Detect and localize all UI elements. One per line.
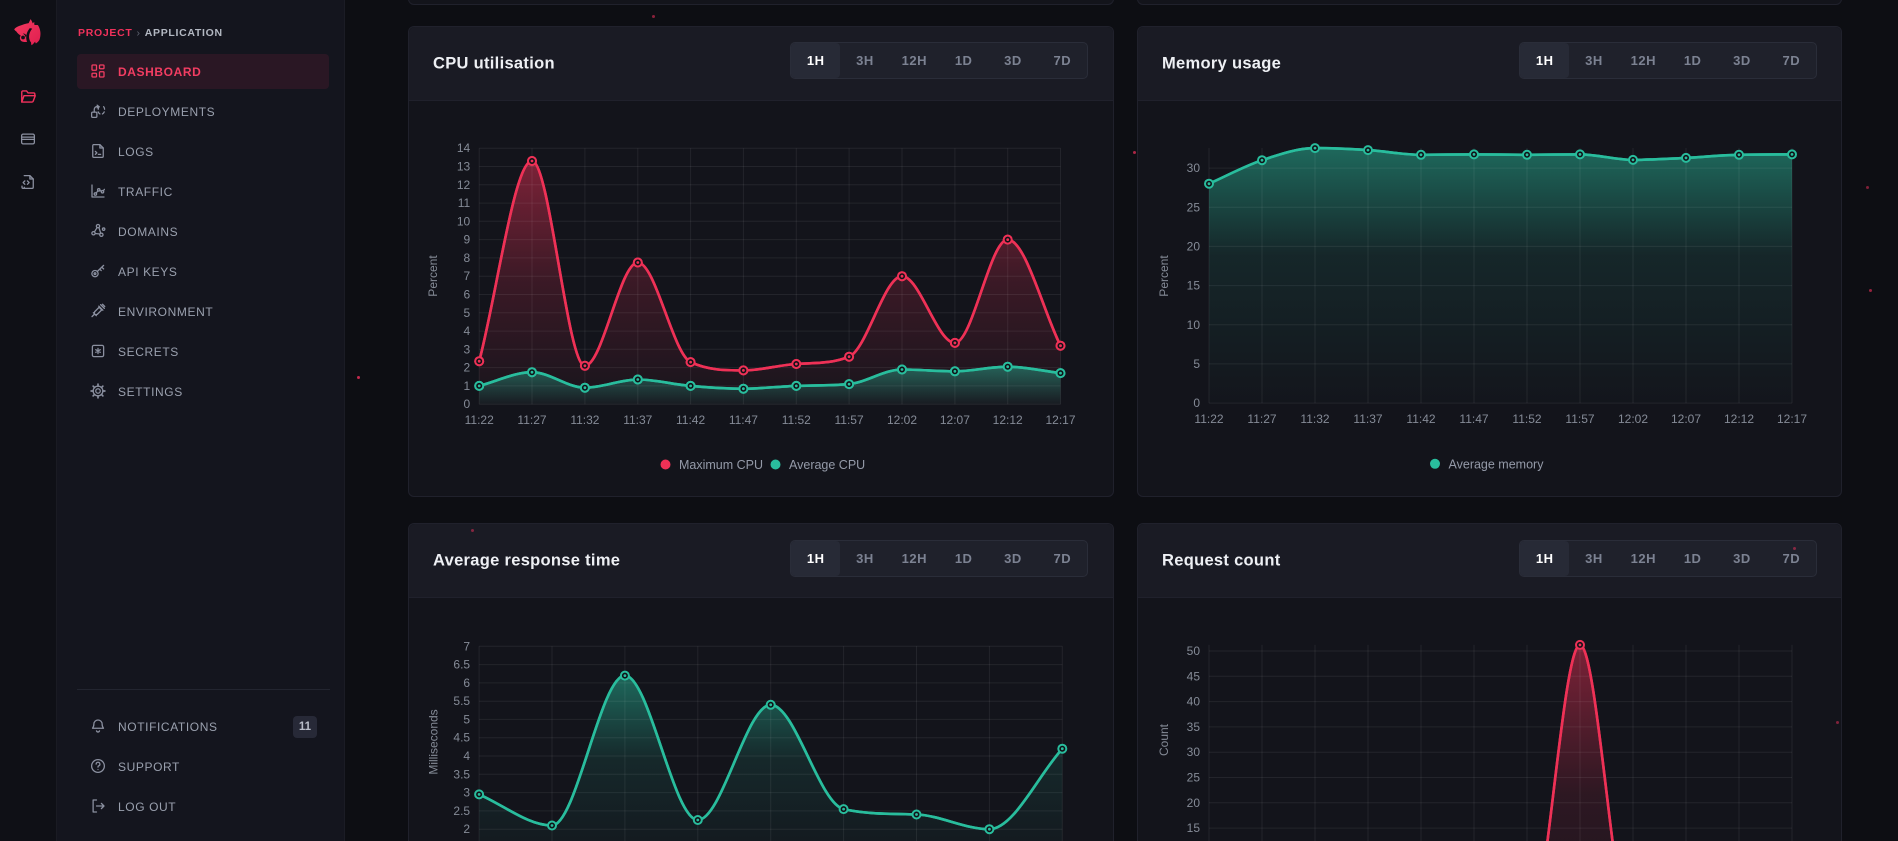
svg-text:7: 7 xyxy=(464,269,471,283)
svg-text:11: 11 xyxy=(458,196,471,210)
svg-text:11:27: 11:27 xyxy=(517,413,546,427)
svg-text:35: 35 xyxy=(1187,720,1201,734)
svg-text:0: 0 xyxy=(1193,396,1200,410)
svg-text:11:37: 11:37 xyxy=(623,413,652,427)
svg-text:11:57: 11:57 xyxy=(1565,412,1594,426)
svg-text:20: 20 xyxy=(1187,796,1201,810)
svg-text:5: 5 xyxy=(1193,357,1200,371)
svg-text:11:57: 11:57 xyxy=(835,413,864,427)
svg-text:Average memory: Average memory xyxy=(1449,457,1545,471)
svg-text:3.5: 3.5 xyxy=(453,767,470,781)
svg-text:11:47: 11:47 xyxy=(729,413,758,427)
svg-text:Milliseconds: Milliseconds xyxy=(427,709,441,774)
svg-text:5.5: 5.5 xyxy=(453,694,470,708)
svg-text:5: 5 xyxy=(464,306,471,320)
svg-text:11:47: 11:47 xyxy=(1459,412,1488,426)
svg-text:10: 10 xyxy=(457,214,471,228)
svg-text:Maximum CPU: Maximum CPU xyxy=(679,458,763,472)
svg-text:11:42: 11:42 xyxy=(676,413,705,427)
svg-text:12:17: 12:17 xyxy=(1777,412,1807,426)
svg-text:12:07: 12:07 xyxy=(1671,412,1701,426)
svg-text:4: 4 xyxy=(463,749,470,763)
svg-text:30: 30 xyxy=(1187,161,1201,175)
svg-text:30: 30 xyxy=(1187,745,1201,759)
svg-text:45: 45 xyxy=(1187,669,1201,683)
svg-text:0: 0 xyxy=(464,397,471,411)
svg-text:11:27: 11:27 xyxy=(1247,412,1276,426)
svg-text:40: 40 xyxy=(1187,695,1201,709)
svg-text:12:12: 12:12 xyxy=(993,413,1023,427)
svg-text:12:02: 12:02 xyxy=(1618,412,1648,426)
svg-text:11:52: 11:52 xyxy=(782,413,811,427)
svg-text:Percent: Percent xyxy=(426,255,440,297)
svg-text:15: 15 xyxy=(1187,279,1201,293)
svg-text:10: 10 xyxy=(1187,318,1201,332)
svg-text:12:02: 12:02 xyxy=(887,413,917,427)
svg-text:14: 14 xyxy=(457,141,471,155)
svg-text:1: 1 xyxy=(464,379,471,393)
svg-text:5: 5 xyxy=(463,712,470,726)
svg-text:11:22: 11:22 xyxy=(465,413,494,427)
svg-text:20: 20 xyxy=(1187,239,1201,253)
svg-text:3: 3 xyxy=(464,342,471,356)
svg-text:11:22: 11:22 xyxy=(1194,412,1223,426)
svg-text:12:07: 12:07 xyxy=(940,413,970,427)
svg-text:8: 8 xyxy=(464,251,471,265)
svg-text:6: 6 xyxy=(463,676,470,690)
svg-text:12:17: 12:17 xyxy=(1045,413,1075,427)
svg-text:4.5: 4.5 xyxy=(453,731,470,745)
svg-text:6: 6 xyxy=(464,288,471,302)
svg-text:11:52: 11:52 xyxy=(1512,412,1541,426)
svg-text:9: 9 xyxy=(464,233,471,247)
svg-text:11:42: 11:42 xyxy=(1406,412,1435,426)
svg-text:2: 2 xyxy=(463,822,470,836)
svg-text:4: 4 xyxy=(464,324,471,338)
svg-text:25: 25 xyxy=(1187,771,1201,785)
svg-text:Percent: Percent xyxy=(1157,255,1171,297)
svg-text:12:12: 12:12 xyxy=(1724,412,1754,426)
svg-text:11:32: 11:32 xyxy=(570,413,599,427)
svg-text:2.5: 2.5 xyxy=(453,804,470,818)
svg-text:50: 50 xyxy=(1187,644,1201,658)
svg-text:Average CPU: Average CPU xyxy=(789,458,865,472)
svg-text:25: 25 xyxy=(1187,200,1201,214)
svg-text:11:32: 11:32 xyxy=(1300,412,1329,426)
svg-text:2: 2 xyxy=(464,361,471,375)
svg-text:11:37: 11:37 xyxy=(1353,412,1382,426)
svg-text:12: 12 xyxy=(457,178,471,192)
svg-text:3: 3 xyxy=(463,786,470,800)
svg-text:15: 15 xyxy=(1187,821,1201,835)
svg-text:13: 13 xyxy=(457,160,471,174)
svg-text:6.5: 6.5 xyxy=(453,658,470,672)
svg-text:7: 7 xyxy=(463,639,470,653)
svg-text:Count: Count xyxy=(1157,723,1171,756)
